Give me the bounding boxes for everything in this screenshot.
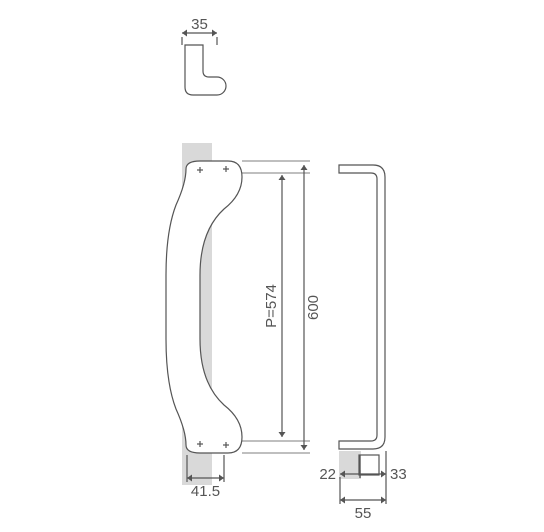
- dim-height: 600: [305, 295, 322, 320]
- side-section-box: [359, 455, 379, 475]
- dim-pitch: P=574: [263, 284, 280, 328]
- elbow-top-view: [185, 45, 226, 95]
- grab-bar-side: [339, 165, 385, 449]
- dim-front-width: 41.5: [191, 483, 220, 500]
- dim-side-inner-right: 33: [390, 466, 407, 483]
- dim-side-outer: 55: [355, 505, 372, 522]
- dim-side-inner-left: 22: [319, 466, 336, 483]
- dim-top-elbow: 35: [191, 16, 208, 33]
